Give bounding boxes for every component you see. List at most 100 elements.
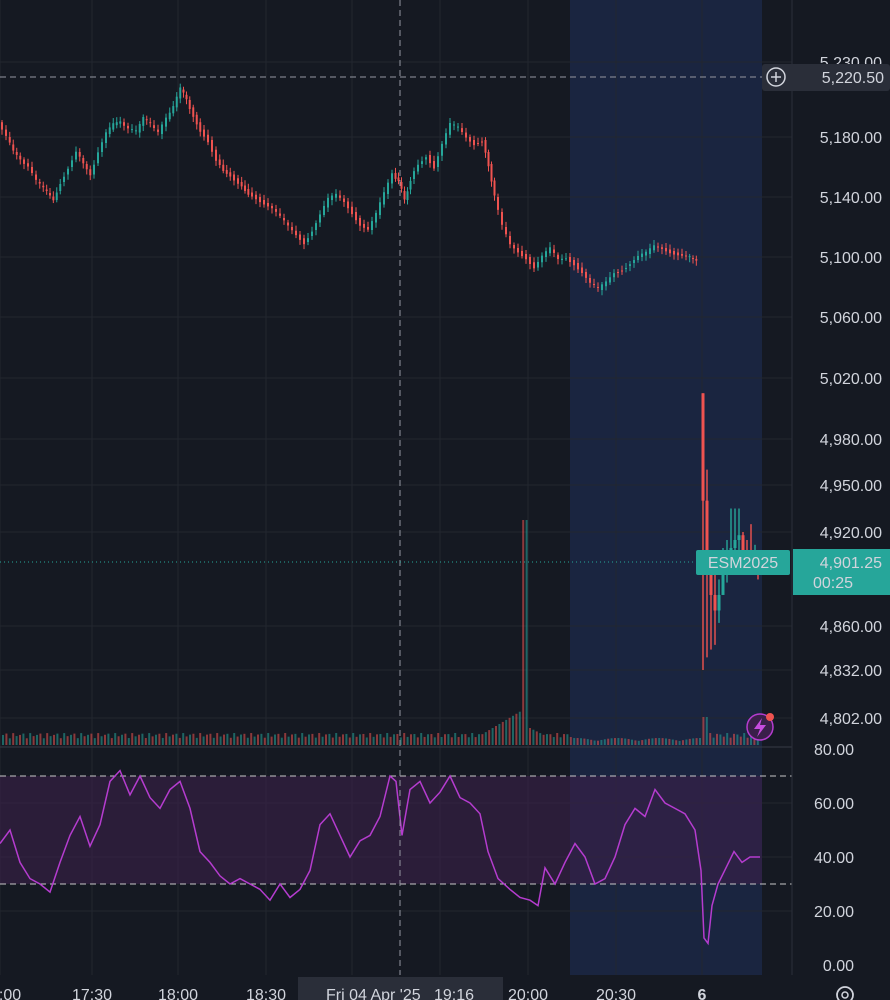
candle: [673, 251, 675, 255]
candle: [557, 254, 559, 260]
candle: [533, 262, 535, 269]
candle: [131, 129, 133, 131]
volume-bar: [484, 732, 487, 745]
price-tick-label: 5,060.00: [820, 310, 882, 327]
candle: [67, 168, 69, 175]
volume-bar: [382, 737, 385, 745]
volume-bar: [719, 734, 722, 745]
volume-bar: [535, 731, 538, 745]
volume-bar: [603, 739, 606, 745]
candle: [35, 174, 37, 180]
volume-bar: [209, 733, 212, 745]
volume-bar: [712, 737, 715, 745]
candle: [403, 191, 406, 200]
volume-bar: [158, 733, 161, 745]
volume-bar: [110, 738, 113, 745]
candle: [229, 172, 232, 177]
rsi-tick-label: 60.00: [814, 796, 854, 813]
volume-bar: [36, 734, 38, 745]
rsi-line: [0, 769, 760, 946]
volume-bar: [525, 520, 528, 745]
volume-bar: [614, 738, 616, 745]
plus-circle-icon[interactable]: [766, 67, 786, 87]
volume-bar: [53, 734, 55, 745]
volume-bar: [597, 740, 599, 745]
candle: [387, 182, 389, 194]
candle: [168, 112, 171, 120]
candle: [605, 281, 607, 287]
candle: [182, 89, 185, 93]
volume-bar: [321, 736, 324, 745]
candle: [741, 535, 745, 556]
volume-bar: [569, 737, 572, 745]
candle: [413, 171, 415, 179]
candle: [75, 151, 77, 160]
candle: [255, 194, 257, 200]
time-axis[interactable]: :00 17:30 18:00 18:30 20:00 20:30 6: [0, 987, 707, 1000]
volume-bar: [733, 733, 735, 745]
volume-bar: [501, 721, 504, 745]
volume-bar: [590, 739, 593, 745]
candle: [119, 121, 122, 124]
candle: [351, 206, 353, 215]
volume-bar: [274, 734, 276, 745]
rsi-band: [0, 776, 762, 884]
volume-bar: [127, 738, 130, 745]
volume-bar: [335, 733, 338, 745]
volume-bar: [515, 713, 518, 745]
volume-bar: [722, 736, 725, 745]
candle: [27, 163, 29, 167]
volume-bar: [151, 736, 154, 745]
volume-bar: [651, 738, 654, 745]
volume-bar: [32, 736, 35, 745]
volume-bar: [304, 736, 307, 745]
gear-icon[interactable]: [836, 986, 854, 1000]
rsi-pane: [0, 769, 792, 946]
volume-bar: [29, 733, 32, 745]
candle: [661, 247, 663, 249]
volume-bar: [756, 736, 759, 745]
price-tick-label: 4,950.00: [820, 478, 882, 495]
candle: [363, 224, 365, 228]
candle: [367, 227, 369, 230]
volume-bar: [260, 733, 263, 745]
volume-bar: [172, 734, 174, 745]
volume-bar: [648, 738, 650, 745]
candle: [481, 141, 483, 143]
candlestick-series: [1, 83, 760, 670]
lightning-icon[interactable]: [746, 713, 774, 741]
volume-bar: [342, 734, 344, 745]
price-axis[interactable]: 5,230.005,180.005,140.005,100.005,060.00…: [820, 55, 882, 728]
candle: [101, 142, 103, 152]
volume-bar: [416, 737, 419, 745]
rsi-axis[interactable]: 80.00 60.00 40.00 20.00 0.00: [814, 742, 854, 975]
candle: [545, 251, 547, 257]
volume-bar: [546, 734, 548, 745]
volume-bar: [729, 737, 732, 745]
volume-bar: [263, 737, 266, 745]
candle: [199, 122, 202, 132]
volume-bar: [311, 733, 314, 745]
candle: [721, 571, 725, 595]
candle: [207, 134, 209, 143]
volume-bar: [433, 737, 436, 745]
candle: [247, 189, 250, 195]
candle: [421, 161, 423, 164]
crosshair: [0, 0, 762, 975]
candle: [315, 223, 317, 230]
volume-bar: [83, 736, 86, 745]
candle: [688, 256, 691, 258]
candle: [677, 252, 679, 256]
candle: [493, 180, 496, 196]
volume-bar: [39, 733, 42, 745]
volume-bar: [233, 733, 236, 745]
volume-bar: [743, 733, 746, 745]
volume-bar: [178, 737, 181, 745]
candle: [49, 193, 51, 196]
volume-bar: [549, 734, 552, 745]
candle: [218, 159, 221, 165]
volume-bar: [372, 736, 375, 745]
symbol-text: ESM2025: [708, 555, 778, 572]
candle: [561, 258, 563, 260]
